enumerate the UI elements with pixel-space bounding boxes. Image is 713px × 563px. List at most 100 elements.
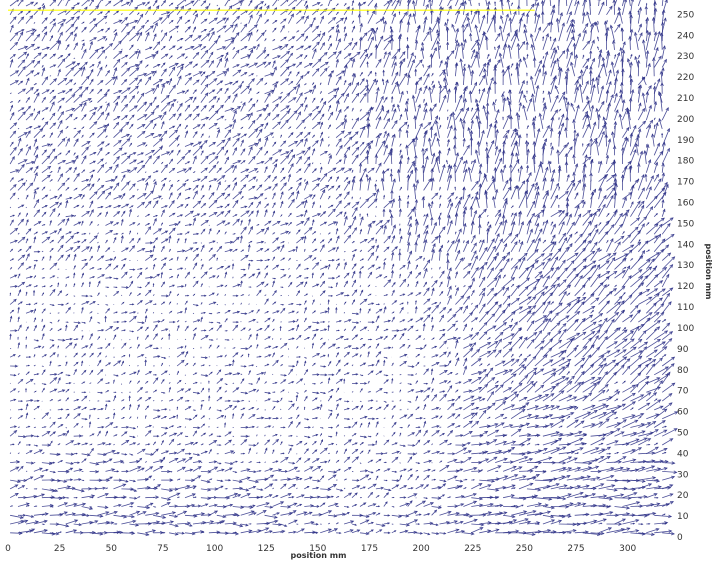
vector-arrow <box>152 484 161 490</box>
vector-arrowhead <box>607 527 613 531</box>
vector-arrowhead <box>102 442 106 446</box>
vector-arrow <box>526 488 541 491</box>
vector-arrowhead <box>548 497 553 501</box>
vector-arrowhead <box>139 457 143 461</box>
vector-arrowhead <box>219 444 222 446</box>
vector-arrowhead <box>664 451 667 454</box>
vector-arrow <box>25 514 34 518</box>
vector-arrow <box>328 471 337 473</box>
vector-arrowhead <box>513 519 518 523</box>
vector-arrowhead <box>25 412 29 416</box>
vector-arrowhead <box>98 430 101 434</box>
vector-arrowhead <box>478 483 483 487</box>
vector-arrow <box>184 374 186 376</box>
vector-arrowhead <box>566 475 571 479</box>
vector-arrowhead <box>67 497 70 499</box>
vector-arrow <box>502 341 512 349</box>
vector-arrow <box>526 474 540 481</box>
vector-arrow <box>280 338 282 340</box>
vector-arrowhead <box>370 407 373 410</box>
vector-arrow <box>407 474 413 481</box>
vector-arrowhead <box>133 479 137 483</box>
vector-arrowhead <box>591 404 596 408</box>
vector-arrow <box>455 295 464 305</box>
vector-arrowhead <box>596 476 601 480</box>
vector-arrowhead <box>641 479 646 483</box>
vector-arrowhead <box>409 401 412 403</box>
vector-arrowhead <box>602 503 607 508</box>
vector-arrowhead <box>459 479 464 483</box>
vector-arrow <box>256 488 263 491</box>
vector-arrowhead <box>114 391 117 394</box>
vector-arrow <box>208 254 216 261</box>
vector-arrowhead <box>146 405 150 408</box>
vector-arrowhead <box>170 470 173 473</box>
vector-arrow <box>399 444 406 447</box>
vector-arrow <box>423 469 431 472</box>
vector-arrow <box>288 462 295 464</box>
vector-arrow <box>391 457 399 463</box>
vector-arrow <box>17 426 20 428</box>
vector-arrowhead <box>674 411 679 415</box>
vector-arrow <box>176 511 187 516</box>
vector-arrowhead <box>443 479 447 483</box>
vector-arrowhead <box>213 496 218 500</box>
vector-arrow <box>113 443 115 446</box>
vector-arrow <box>534 394 549 402</box>
vector-arrowhead <box>369 391 372 393</box>
vector-arrowhead <box>584 513 587 516</box>
vector-arrowhead <box>112 412 116 416</box>
vector-arrow <box>654 467 668 472</box>
vector-arrowhead <box>337 496 340 498</box>
vector-arrowhead <box>482 398 486 401</box>
vector-arrowhead <box>538 394 543 398</box>
vector-arrowhead <box>436 424 440 428</box>
vector-arrowhead <box>380 452 385 456</box>
vector-arrow <box>335 443 338 446</box>
vector-arrow <box>566 267 576 279</box>
vector-arrow <box>168 348 170 350</box>
vector-arrow <box>320 461 327 463</box>
vector-arrowhead <box>125 439 130 444</box>
vector-arrow <box>113 452 120 455</box>
vector-arrowhead <box>385 356 388 359</box>
vector-arrow <box>343 311 345 314</box>
vector-arrow <box>479 451 488 455</box>
vector-arrow <box>598 431 614 437</box>
vector-arrowhead <box>652 476 657 480</box>
vector-arrowhead <box>105 430 108 434</box>
vector-arrowhead <box>468 389 473 393</box>
vector-arrow <box>463 450 472 455</box>
vector-arrowhead <box>474 412 478 416</box>
vector-arrowhead <box>563 484 568 488</box>
vector-arrowhead <box>410 413 414 417</box>
vector-arrowhead <box>174 532 179 536</box>
vector-arrowhead <box>593 478 596 481</box>
vector-arrow <box>455 468 463 472</box>
vector-arrow <box>97 521 110 525</box>
vector-arrowhead <box>403 444 406 447</box>
vector-arrow <box>49 497 63 499</box>
vector-arrow <box>65 487 75 490</box>
vector-arrowhead <box>50 440 53 443</box>
vector-arrow <box>65 440 74 446</box>
vector-arrowhead <box>46 431 51 435</box>
vector-arrow <box>168 432 177 437</box>
vector-arrow <box>280 417 283 420</box>
vector-arrowhead <box>518 382 523 387</box>
vector-arrowhead <box>386 439 390 443</box>
vector-arrow <box>478 311 489 323</box>
vector-arrowhead <box>461 443 466 447</box>
vector-arrowhead <box>248 529 253 533</box>
vector-arrowhead <box>273 391 276 393</box>
vector-arrow <box>176 396 183 402</box>
vector-arrow <box>169 505 178 507</box>
vector-arrow <box>495 458 508 463</box>
vector-arrow <box>65 427 68 429</box>
vector-arrow <box>455 461 464 463</box>
vector-arrow <box>81 435 84 437</box>
vector-arrowhead <box>95 470 99 474</box>
vector-arrowhead <box>568 456 573 460</box>
vector-arrowhead <box>29 450 33 453</box>
vector-arrowhead <box>558 519 563 524</box>
